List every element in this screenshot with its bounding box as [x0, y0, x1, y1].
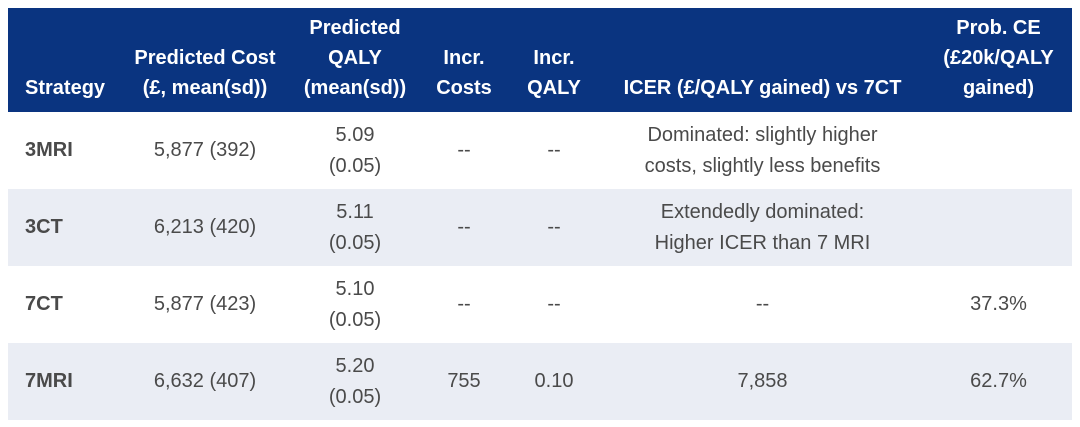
incr-costs-cell: -- — [420, 189, 508, 266]
header-label: QALY — [527, 77, 581, 99]
col-header-incr-costs: Incr. Costs — [420, 8, 508, 112]
header-label: Prob. CE — [956, 17, 1041, 39]
qaly-mean: 5.11 — [336, 200, 374, 223]
qaly-sd: (0.05) — [328, 308, 382, 331]
header-label: ICER (£/QALY gained) vs 7CT — [623, 77, 902, 99]
icer-cell: 7,858 — [600, 343, 925, 420]
prob-ce-cell: 37.3% — [925, 266, 1072, 343]
col-header-predicted-qaly: Predicted QALY (mean(sd)) — [290, 8, 420, 112]
predicted-qaly-cell: 5.11 (0.05) — [290, 189, 420, 266]
incr-costs-cell: -- — [420, 266, 508, 343]
col-header-icer: ICER (£/QALY gained) vs 7CT — [600, 8, 925, 112]
prob-ce-cell — [925, 189, 1072, 266]
col-header-incr-qaly: Incr. QALY — [508, 8, 600, 112]
header-label: Incr. — [533, 47, 575, 69]
cost-effectiveness-table: Strategy Predicted Cost (£, mean(sd)) Pr… — [8, 8, 1072, 420]
table-row-3ct: 3CT 6,213 (420) 5.11 (0.05) -- -- Extend… — [8, 189, 1072, 266]
predicted-cost-cell: 5,877 (392) — [120, 112, 290, 189]
incr-costs-cell: 755 — [420, 343, 508, 420]
icer-cell: Dominated: slightly higher costs, slight… — [600, 112, 925, 189]
header-label: Costs — [436, 77, 492, 99]
incr-costs-cell: -- — [420, 112, 508, 189]
icer-line: 7,858 — [737, 370, 788, 392]
predicted-cost-cell: 5,877 (423) — [120, 266, 290, 343]
icer-line: Higher ICER than 7 MRI — [654, 231, 871, 254]
header-label: (£, mean(sd)) — [142, 77, 268, 99]
col-header-strategy: Strategy — [8, 8, 120, 112]
icer-line: costs, slightly less benefits — [644, 154, 881, 177]
col-header-predicted-cost: Predicted Cost (£, mean(sd)) — [120, 8, 290, 112]
qaly-sd: (0.05) — [328, 231, 382, 254]
header-label: Predicted — [309, 17, 401, 39]
strategy-cell: 7MRI — [8, 343, 120, 420]
prob-ce-cell: 62.7% — [925, 343, 1072, 420]
icer-cell: -- — [600, 266, 925, 343]
predicted-cost-cell: 6,213 (420) — [120, 189, 290, 266]
prob-ce-cell — [925, 112, 1072, 189]
strategy-cell: 3MRI — [8, 112, 120, 189]
header-label: Strategy — [25, 77, 106, 99]
predicted-qaly-cell: 5.20 (0.05) — [290, 343, 420, 420]
qaly-mean: 5.20 — [335, 354, 375, 377]
header-label: Predicted Cost — [134, 47, 276, 69]
table-row-7ct: 7CT 5,877 (423) 5.10 (0.05) -- -- -- 37.… — [8, 266, 1072, 343]
qaly-mean: 5.10 — [335, 277, 375, 300]
incr-qaly-cell: 0.10 — [508, 343, 600, 420]
header-label: (£20k/QALY — [943, 47, 1054, 69]
strategy-cell: 7CT — [8, 266, 120, 343]
icer-line: Dominated: slightly higher — [647, 123, 878, 146]
predicted-cost-cell: 6,632 (407) — [120, 343, 290, 420]
predicted-qaly-cell: 5.09 (0.05) — [290, 112, 420, 189]
incr-qaly-cell: -- — [508, 266, 600, 343]
strategy-cell: 3CT — [8, 189, 120, 266]
table-row-7mri: 7MRI 6,632 (407) 5.20 (0.05) 755 0.10 7,… — [8, 343, 1072, 420]
header-label: gained) — [962, 77, 1035, 99]
qaly-sd: (0.05) — [328, 385, 382, 408]
header-label: Incr. — [443, 47, 485, 69]
col-header-prob-ce: Prob. CE (£20k/QALY gained) — [925, 8, 1072, 112]
incr-qaly-cell: -- — [508, 112, 600, 189]
incr-qaly-cell: -- — [508, 189, 600, 266]
qaly-mean: 5.09 — [335, 123, 375, 146]
table-row-3mri: 3MRI 5,877 (392) 5.09 (0.05) -- -- Domin… — [8, 112, 1072, 189]
header-label: (mean(sd)) — [303, 77, 407, 99]
header-label: QALY — [328, 47, 382, 69]
icer-cell: Extendedly dominated: Higher ICER than 7… — [600, 189, 925, 266]
qaly-sd: (0.05) — [328, 154, 382, 177]
icer-line: -- — [755, 293, 770, 315]
header-row: Strategy Predicted Cost (£, mean(sd)) Pr… — [8, 8, 1072, 112]
icer-line: Extendedly dominated: — [660, 200, 865, 223]
predicted-qaly-cell: 5.10 (0.05) — [290, 266, 420, 343]
